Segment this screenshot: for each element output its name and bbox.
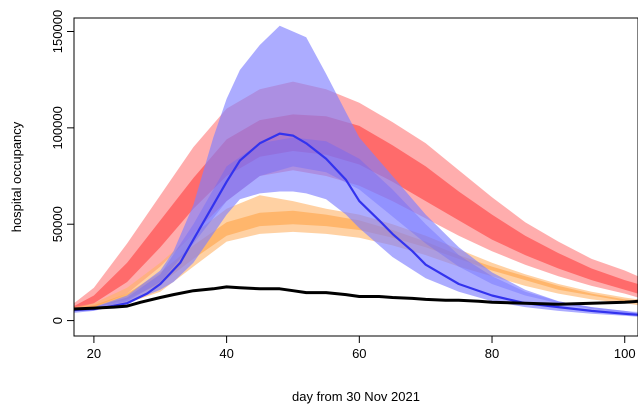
x-tick-label: 60 [352, 346, 366, 361]
x-axis: 20 40 60 80 100 [87, 336, 636, 361]
uncertainty-band-4 [74, 210, 638, 310]
x-tick-label: 80 [485, 346, 499, 361]
y-axis-label: hospital occupancy [9, 121, 24, 232]
y-tick-label: 100000 [50, 106, 65, 149]
y-tick-label: 0 [50, 317, 65, 324]
series-bands [74, 25, 638, 317]
series-lines [73, 132, 638, 316]
series-line-1 [73, 132, 638, 316]
x-tick-label: 100 [614, 346, 636, 361]
x-tick-label: 40 [219, 346, 233, 361]
plot-frame [73, 17, 638, 337]
uncertainty-band-6 [74, 137, 638, 314]
y-tick-label: 50000 [50, 206, 65, 242]
y-tick-label: 150000 [50, 10, 65, 53]
x-tick-label: 20 [87, 346, 101, 361]
y-axis: 0 50000 100000 150000 [50, 10, 74, 324]
uncertainty-band-5 [74, 25, 638, 317]
series-line-2 [73, 285, 638, 311]
x-axis-label: day from 30 Nov 2021 [292, 389, 420, 404]
